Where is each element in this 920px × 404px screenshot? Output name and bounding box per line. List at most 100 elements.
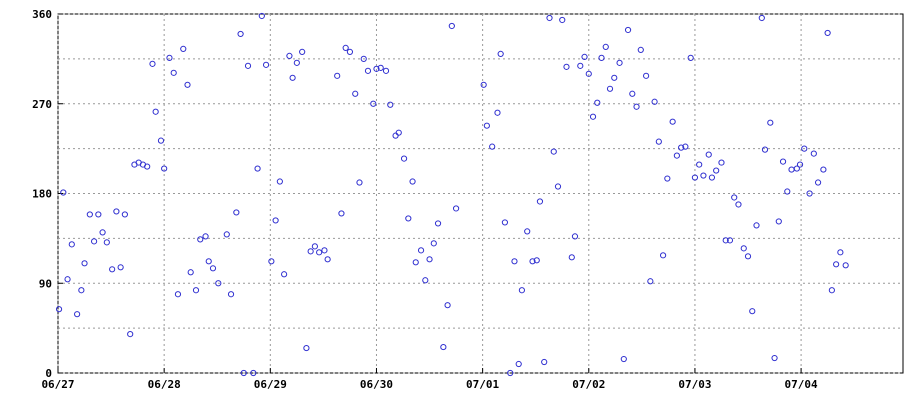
data-point [784, 188, 791, 195]
data-point [722, 237, 729, 244]
data-point [311, 243, 318, 250]
data-point [254, 165, 261, 172]
data-point [434, 220, 442, 227]
y-tick-label: 270 [32, 98, 52, 111]
data-point [74, 311, 81, 318]
data-point [364, 67, 372, 74]
data-point [180, 45, 187, 53]
data-point [400, 155, 408, 162]
data-point [342, 44, 349, 52]
data-point [144, 163, 151, 170]
y-tick-label: 360 [32, 8, 52, 21]
data-point [793, 165, 800, 172]
data-point [735, 201, 742, 208]
data-point [352, 90, 359, 97]
data-point [360, 55, 367, 62]
data-point [405, 215, 412, 222]
data-point [647, 278, 654, 285]
data-point [382, 67, 390, 74]
data-point [272, 217, 279, 224]
x-tick-label: 07/04 [785, 378, 818, 391]
data-point [655, 138, 662, 145]
data-point [678, 144, 685, 151]
x-tick-label: 07/01 [466, 378, 499, 391]
data-point [637, 46, 644, 54]
data-point [422, 277, 429, 284]
data-point [197, 236, 204, 243]
data-point [262, 61, 270, 68]
data-point [113, 208, 120, 215]
data-point [767, 119, 774, 126]
data-point [170, 69, 177, 76]
data-point [409, 178, 416, 185]
data-point [250, 369, 257, 377]
data-point [187, 269, 194, 276]
data-point [837, 249, 844, 256]
data-point [215, 280, 222, 287]
data-point [227, 291, 235, 298]
data-point [828, 287, 835, 294]
data-point [293, 59, 300, 66]
data-point [669, 118, 676, 125]
data-point [651, 98, 658, 105]
data-point [356, 179, 363, 186]
data-point [659, 252, 667, 259]
data-point [801, 145, 808, 152]
data-point [346, 48, 354, 55]
data-point [731, 194, 738, 201]
data-point [86, 211, 93, 218]
data-point [281, 271, 288, 278]
x-tick-label: 06/29 [254, 378, 287, 391]
data-point [820, 166, 827, 173]
data-point [334, 72, 341, 79]
data-point [524, 228, 531, 235]
data-point [629, 90, 636, 97]
data-point [758, 14, 765, 22]
data-point [691, 174, 699, 181]
data-point [563, 63, 570, 70]
data-point [616, 59, 623, 66]
data-point [377, 64, 384, 71]
data-point [412, 259, 419, 266]
data-point [753, 222, 760, 229]
data-point [594, 99, 601, 106]
data-point [550, 148, 557, 155]
data-point [810, 150, 817, 157]
data-point [518, 287, 526, 294]
data-point [161, 165, 168, 172]
data-point [109, 266, 116, 273]
data-point [779, 158, 787, 165]
data-point [541, 358, 548, 366]
data-point [740, 245, 747, 252]
data-point [202, 233, 209, 240]
data-point [223, 231, 230, 238]
data-point [577, 62, 584, 69]
data-point [448, 22, 455, 30]
data-point [373, 65, 380, 72]
data-point [321, 247, 328, 254]
data-point [546, 14, 553, 22]
data-point [497, 50, 504, 57]
data-point [796, 161, 804, 168]
data-point [192, 287, 200, 294]
data-point [370, 100, 377, 107]
data-point [289, 74, 296, 81]
data-point [99, 229, 106, 236]
data-point [833, 261, 840, 268]
data-point [749, 308, 756, 315]
data-point [606, 85, 614, 92]
data-point [299, 48, 306, 55]
y-tick-label: 180 [32, 188, 52, 201]
data-point [559, 16, 566, 24]
data-point [426, 256, 433, 263]
data-point [237, 30, 244, 38]
data-point [127, 331, 134, 338]
data-point [268, 258, 275, 265]
data-point [286, 52, 293, 59]
data-point [55, 306, 63, 313]
data-point [209, 265, 217, 272]
data-point [589, 113, 597, 120]
data-point [205, 258, 212, 265]
x-tick-label: 06/30 [360, 378, 393, 391]
data-point [554, 183, 562, 190]
